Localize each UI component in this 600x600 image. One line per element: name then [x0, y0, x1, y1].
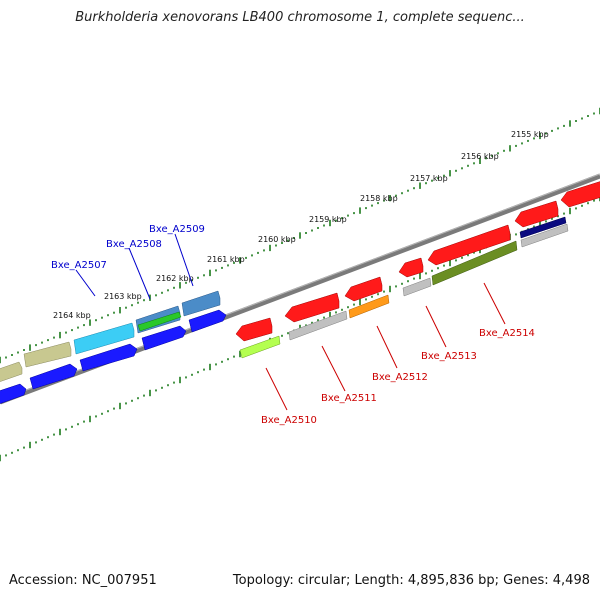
gene-feature-blue[interactable] — [0, 383, 27, 404]
gene-feature-silver[interactable] — [520, 223, 569, 248]
tick-label-2164: 2164 kbp — [53, 311, 91, 320]
gene-label-Bxe_A2513[interactable]: Bxe_A2513 — [421, 351, 477, 362]
callout-line-Bxe_A2508 — [128, 247, 151, 300]
gene-feature-steelblue[interactable] — [181, 290, 221, 317]
gene-feature-red[interactable] — [284, 292, 340, 323]
tick-label-2157: 2157 kbp — [410, 174, 448, 183]
gene-feature-red[interactable] — [235, 317, 273, 342]
gene-label-Bxe_A2510[interactable]: Bxe_A2510 — [261, 415, 317, 426]
gene-feature-red[interactable] — [398, 257, 424, 278]
tick-label-2160: 2160 kbp — [258, 235, 296, 244]
map-title: Burkholderia xenovorans LB400 chromosome… — [75, 10, 525, 25]
tick-label-2156: 2156 kbp — [461, 152, 499, 161]
forward-strand-features — [0, 290, 227, 404]
gene-label-Bxe_A2507[interactable]: Bxe_A2507 — [51, 260, 107, 271]
gene-feature-cyan[interactable] — [73, 322, 135, 355]
gene-feature-blue[interactable] — [29, 363, 78, 390]
tick-label-2159: 2159 kbp — [309, 215, 347, 224]
gene-feature-green[interactable] — [137, 311, 182, 332]
gene-callouts: Bxe_A2507 Bxe_A2508 Bxe_A2509 Bxe_A2510 … — [51, 224, 535, 426]
reverse-strand-features — [235, 180, 600, 359]
gene-feature-red[interactable] — [427, 224, 511, 266]
genome-summary-text: Topology: circular; Length: 4,895,836 bp… — [232, 573, 590, 588]
ruler-tick-labels: 2155 kbp 2156 kbp 2157 kbp 2158 kbp 2159… — [53, 130, 549, 320]
gene-feature-navy[interactable] — [519, 216, 567, 239]
callout-line-Bxe_A2509 — [174, 233, 194, 287]
ruler-upper — [0, 107, 600, 364]
tick-label-2161: 2161 kbp — [207, 255, 245, 264]
gene-feature-red[interactable] — [344, 276, 383, 302]
tick-label-2155: 2155 kbp — [511, 130, 549, 139]
gene-feature-blue[interactable] — [188, 309, 227, 333]
gene-label-Bxe_A2508[interactable]: Bxe_A2508 — [106, 239, 162, 250]
tick-label-2163: 2163 kbp — [104, 292, 142, 301]
gene-label-Bxe_A2511[interactable]: Bxe_A2511 — [321, 393, 377, 404]
callout-line-Bxe_A2512 — [376, 325, 398, 369]
gene-label-Bxe_A2512[interactable]: Bxe_A2512 — [372, 372, 428, 383]
accession-text: Accession: NC_007951 — [9, 573, 157, 588]
callout-line-Bxe_A2507 — [75, 269, 96, 297]
gene-feature-khaki[interactable] — [23, 341, 72, 368]
tick-label-2162: 2162 kbp — [156, 274, 194, 283]
gene-feature-blue[interactable] — [141, 325, 187, 351]
gene-feature-red[interactable] — [560, 180, 600, 208]
callout-line-Bxe_A2514 — [483, 282, 506, 325]
tick-label-2158: 2158 kbp — [360, 194, 398, 203]
callout-line-Bxe_A2511 — [321, 345, 346, 392]
gene-feature-olive[interactable] — [431, 240, 518, 286]
gene-feature-orange[interactable] — [348, 294, 390, 319]
gene-label-Bxe_A2509[interactable]: Bxe_A2509 — [149, 224, 205, 235]
gene-feature-red[interactable] — [514, 200, 559, 228]
callout-line-Bxe_A2510 — [265, 367, 288, 411]
gene-feature-silver[interactable] — [288, 310, 348, 341]
gene-feature-khaki[interactable] — [0, 361, 23, 382]
callout-line-Bxe_A2513 — [425, 305, 447, 348]
gene-feature-lightgreen[interactable] — [239, 335, 281, 359]
gene-feature-blue[interactable] — [79, 343, 138, 372]
gene-label-Bxe_A2514[interactable]: Bxe_A2514 — [479, 328, 535, 339]
gene-feature-silver[interactable] — [402, 277, 432, 297]
